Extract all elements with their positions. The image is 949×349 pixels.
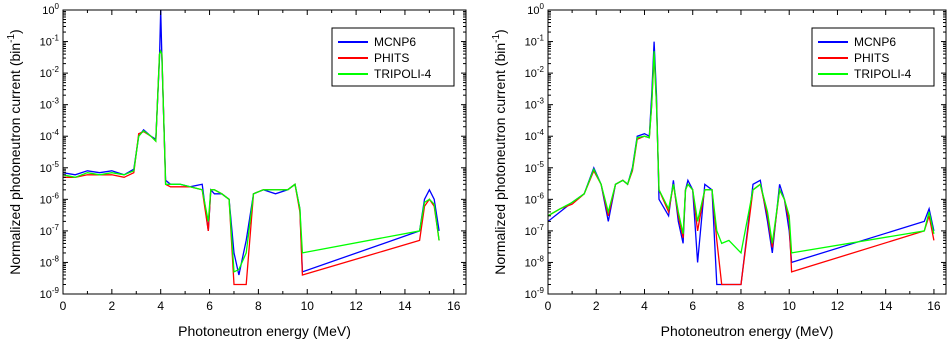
x-axis-label: Photoneutron energy (MeV) xyxy=(661,323,834,339)
x-tick-label: 4 xyxy=(641,299,648,313)
y-tick-label: 10-9 xyxy=(40,286,60,301)
x-tick-label: 2 xyxy=(593,299,600,313)
x-tick-label: 16 xyxy=(927,299,941,313)
legend-label: PHITS xyxy=(854,51,889,65)
legend-label: MCNP6 xyxy=(854,35,896,49)
y-tick-label: 10-7 xyxy=(525,223,545,238)
y-tick-label: 10-4 xyxy=(525,128,545,143)
y-tick-label: 100 xyxy=(527,2,544,17)
y-tick-label: 10-6 xyxy=(40,191,60,206)
y-tick-label: 10-2 xyxy=(40,65,60,80)
y-tick-label: 10-9 xyxy=(525,286,545,301)
legend-label: TRIPOLI-4 xyxy=(374,67,432,81)
x-tick-label: 6 xyxy=(206,299,213,313)
legend: MCNP6 PHITS TRIPOLI-4 xyxy=(331,27,455,87)
x-tick-label: 12 xyxy=(349,299,363,313)
x-tick-label: 10 xyxy=(783,299,797,313)
y-tick-label: 10-8 xyxy=(40,254,60,269)
chart-right: 0 2 4 6 8 10 12 14 16 100 10-1 10-2 10-3 10-4 10-5 10-6… xyxy=(491,2,947,339)
y-tick-label: 10-6 xyxy=(525,191,545,206)
y-tick-label: 10-2 xyxy=(525,65,545,80)
y-axis-label: Normalized photoneutron current (bin-1) xyxy=(491,29,508,274)
x-tick-label: 14 xyxy=(398,299,412,313)
chart-left: 0 2 4 6 8 10 12 14 16 100 10-1 10-2 10-3 10-4 10-5 10-6… xyxy=(6,2,467,339)
plot-frame xyxy=(547,9,947,295)
x-tick-label: 12 xyxy=(831,299,845,313)
series-line-tripoli-4 xyxy=(548,51,935,255)
x-tick-label: 16 xyxy=(447,299,461,313)
y-tick-label: 10-1 xyxy=(40,34,60,49)
y-tick-label: 10-5 xyxy=(40,160,60,175)
x-tick-label: 0 xyxy=(545,299,552,313)
y-tick-label: 10-1 xyxy=(525,34,545,49)
y-tick-label: 10-7 xyxy=(40,223,60,238)
x-tick-label: 0 xyxy=(60,299,67,313)
x-tick-label: 4 xyxy=(157,299,164,313)
y-tick-label: 10-5 xyxy=(525,160,545,175)
legend-label: MCNP6 xyxy=(374,35,416,49)
series-group xyxy=(548,41,935,286)
y-tick-label: 10-3 xyxy=(40,97,60,112)
y-tick-label: 10-8 xyxy=(525,254,545,269)
series-group xyxy=(63,10,440,286)
plot-frame xyxy=(62,9,467,295)
legend-box xyxy=(331,27,455,87)
x-tick-label: 8 xyxy=(738,299,745,313)
legend-label: TRIPOLI-4 xyxy=(854,67,912,81)
y-tick-label: 10-3 xyxy=(525,97,545,112)
y-tick-label: 100 xyxy=(42,2,59,17)
x-tick-label: 14 xyxy=(879,299,893,313)
x-tick-label: 6 xyxy=(689,299,696,313)
x-tick-label: 10 xyxy=(301,299,315,313)
legend: MCNP6 PHITS TRIPOLI-4 xyxy=(811,27,935,87)
x-axis-label: Photoneutron energy (MeV) xyxy=(178,323,351,339)
x-tick-label: 2 xyxy=(109,299,116,313)
y-tick-label: 10-4 xyxy=(40,128,60,143)
x-tick-label: 8 xyxy=(255,299,262,313)
legend-label: PHITS xyxy=(374,51,409,65)
series-line-tripoli-4 xyxy=(63,49,440,273)
y-axis-label: Normalized photoneutron current (bin-1) xyxy=(6,29,23,274)
